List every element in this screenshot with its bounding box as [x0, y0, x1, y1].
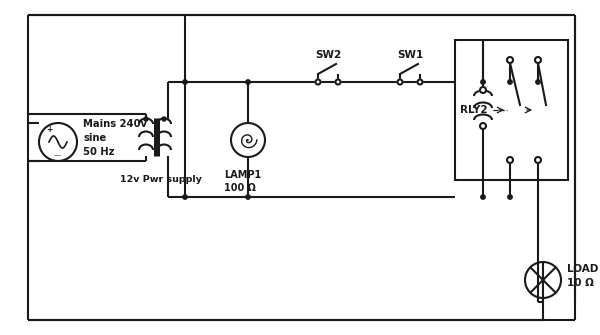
Text: Mains 240v
sine
50 Hz: Mains 240v sine 50 Hz — [83, 119, 147, 157]
Circle shape — [316, 79, 320, 84]
Circle shape — [536, 80, 540, 84]
Circle shape — [508, 80, 512, 84]
Circle shape — [183, 195, 187, 199]
Text: SW2: SW2 — [315, 50, 341, 60]
Circle shape — [480, 123, 486, 129]
Circle shape — [535, 157, 541, 163]
Text: +: + — [46, 125, 52, 134]
Circle shape — [335, 79, 341, 84]
Circle shape — [162, 117, 166, 121]
Circle shape — [246, 80, 250, 84]
Circle shape — [535, 57, 541, 63]
Text: SW1: SW1 — [397, 50, 423, 60]
Circle shape — [398, 79, 403, 84]
Circle shape — [183, 80, 187, 84]
Circle shape — [480, 87, 486, 93]
Text: 12v Pwr supply: 12v Pwr supply — [120, 176, 202, 185]
Circle shape — [144, 117, 148, 121]
Circle shape — [507, 57, 513, 63]
Circle shape — [246, 195, 250, 199]
Text: RLY2: RLY2 — [460, 105, 488, 115]
Text: LOAD
10 Ω: LOAD 10 Ω — [567, 264, 598, 288]
Text: LAMP1
100 Ω: LAMP1 100 Ω — [224, 170, 261, 193]
Circle shape — [418, 79, 422, 84]
Circle shape — [481, 80, 485, 84]
Circle shape — [508, 195, 512, 199]
Bar — [455, 40, 568, 180]
Circle shape — [507, 157, 513, 163]
Circle shape — [481, 195, 485, 199]
Text: —: — — [53, 152, 61, 158]
